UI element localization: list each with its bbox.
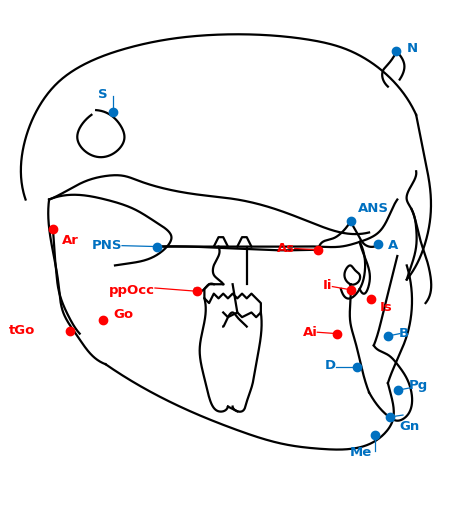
Text: Pg: Pg	[409, 379, 428, 392]
Text: tGo: tGo	[9, 324, 35, 337]
Text: Me: Me	[350, 446, 373, 459]
Text: B: B	[398, 327, 409, 340]
Text: As: As	[277, 243, 295, 255]
Text: ppOcc: ppOcc	[109, 284, 155, 297]
Text: A: A	[388, 239, 398, 252]
Text: Gn: Gn	[400, 420, 420, 433]
Text: D: D	[325, 359, 336, 372]
Text: S: S	[98, 88, 108, 101]
Text: PNS: PNS	[91, 239, 122, 252]
Text: Is: Is	[380, 301, 392, 314]
Text: ANS: ANS	[358, 202, 389, 216]
Text: Go: Go	[114, 308, 134, 322]
Text: Ar: Ar	[62, 234, 79, 247]
Text: Ii: Ii	[323, 279, 332, 292]
Text: N: N	[407, 42, 418, 55]
Text: Ai: Ai	[302, 326, 317, 339]
